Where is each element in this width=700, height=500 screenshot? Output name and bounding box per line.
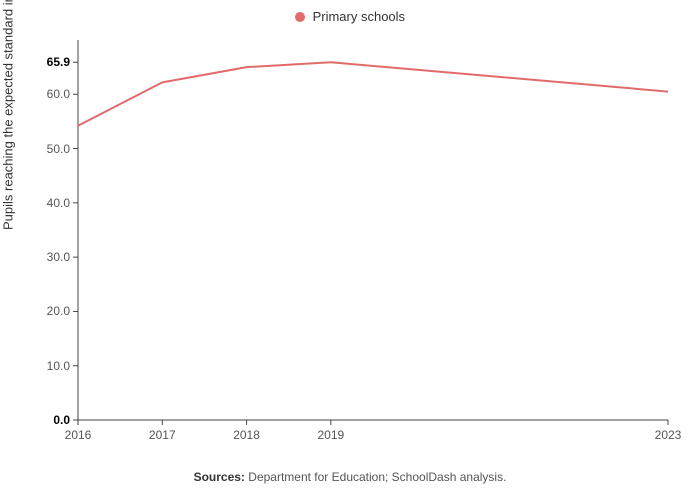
y-tick-label: 50.0 (47, 142, 70, 156)
y-tick-label: 60.0 (47, 87, 70, 101)
chart-container: Primary schools Pupils reaching the expe… (0, 0, 700, 500)
legend: Primary schools (0, 8, 700, 24)
y-tick-label: 40.0 (47, 196, 70, 210)
y-axis-title: Pupils reaching the expected standard in… (1, 0, 16, 230)
y-tick-label: 65.9 (47, 55, 70, 69)
sources-text: Department for Education; SchoolDash ana… (245, 470, 506, 484)
sources-prefix: Sources: (194, 470, 245, 484)
x-tick-label: 2016 (65, 428, 92, 442)
legend-marker (295, 12, 305, 22)
x-tick-label: 2023 (655, 428, 682, 442)
x-tick-label: 2017 (149, 428, 176, 442)
y-tick-label: 30.0 (47, 250, 70, 264)
plot-area: 0.010.020.030.040.050.060.065.9201620172… (78, 40, 668, 420)
legend-label: Primary schools (313, 9, 405, 24)
sources-caption: Sources: Department for Education; Schoo… (0, 470, 700, 484)
x-tick-label: 2019 (317, 428, 344, 442)
chart-svg (78, 40, 668, 420)
x-tick-label: 2018 (233, 428, 260, 442)
data-line-primary-schools (78, 62, 668, 126)
y-tick-label: 0.0 (53, 413, 70, 427)
y-tick-label: 20.0 (47, 304, 70, 318)
y-tick-label: 10.0 (47, 359, 70, 373)
